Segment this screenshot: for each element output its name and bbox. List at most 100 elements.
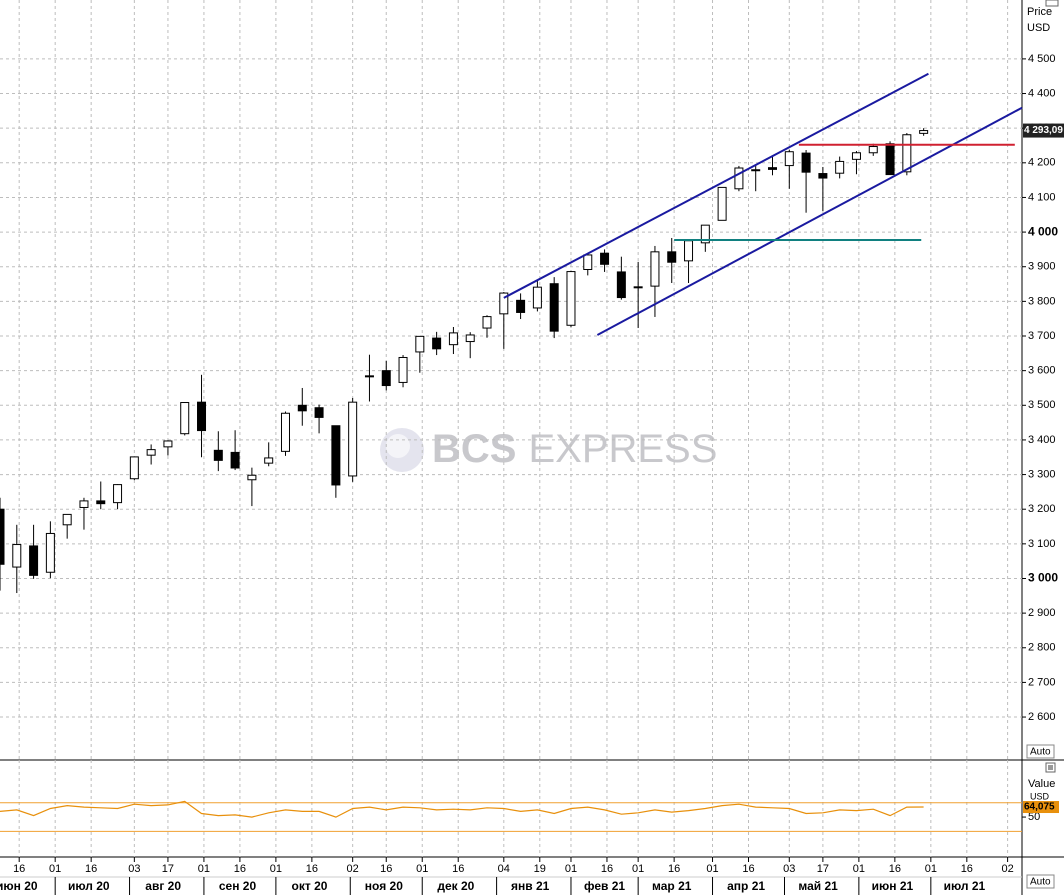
- candle-body: [717, 186, 727, 221]
- candle-body: [700, 224, 710, 244]
- month-label: авг 20: [145, 879, 181, 893]
- watermark-brand: BCS: [432, 427, 516, 471]
- candle-body: [364, 375, 374, 378]
- axis-title: Value: [1028, 778, 1055, 790]
- candle-body: [297, 404, 307, 412]
- candle-body: [633, 286, 643, 289]
- panel-button[interactable]: [1045, 0, 1059, 7]
- candle-body: [751, 169, 761, 172]
- x-tick-label: 17: [817, 863, 829, 875]
- month-label: апр 21: [727, 879, 765, 893]
- y-tick-label: 2 900: [1028, 607, 1056, 619]
- y-tick-label: 2 700: [1028, 676, 1056, 688]
- candle-body: [45, 532, 55, 573]
- x-tick-label: 01: [49, 863, 61, 875]
- month-label: янв 21: [511, 879, 550, 893]
- x-tick-label: 16: [306, 863, 318, 875]
- candle-body: [734, 167, 744, 190]
- x-tick-label: 02: [1001, 863, 1013, 875]
- scale-button[interactable]: [1026, 744, 1055, 759]
- month-label: май 21: [798, 879, 838, 893]
- candle-body: [230, 451, 240, 469]
- y-tick-label: 4 100: [1028, 191, 1056, 203]
- panel-button-icon: [1048, 765, 1053, 770]
- month-label: ноя 20: [365, 879, 403, 893]
- y-tick-label: 2 800: [1028, 642, 1056, 654]
- candle-body: [684, 240, 694, 262]
- candle-body: [516, 299, 526, 313]
- candle-body: [12, 544, 22, 568]
- scale-button[interactable]: [1026, 874, 1055, 889]
- candle-body: [113, 484, 123, 504]
- candle-body: [650, 251, 660, 287]
- month-label: июн 21: [872, 879, 914, 893]
- x-tick-label: 16: [668, 863, 680, 875]
- x-tick-label: 16: [742, 863, 754, 875]
- x-tick-label: 16: [85, 863, 97, 875]
- x-tick-label: 01: [706, 863, 718, 875]
- y-tick-label: 3 500: [1028, 399, 1056, 411]
- watermark-text: BCS EXPRESS: [432, 427, 717, 471]
- candle-body: [29, 545, 39, 576]
- candle-body: [835, 160, 845, 174]
- candle-body: [902, 134, 912, 173]
- candle-body: [146, 449, 156, 456]
- x-tick-label: 16: [601, 863, 613, 875]
- last-value-box: [1023, 801, 1059, 814]
- y-tick-label: 3 100: [1028, 538, 1056, 550]
- x-tick-label: 16: [961, 863, 973, 875]
- candle-body: [818, 173, 828, 179]
- last-price-label: 4 293,09: [1024, 125, 1063, 136]
- candle-body: [264, 457, 274, 464]
- candle-body: [398, 356, 408, 383]
- candle-body: [280, 412, 290, 452]
- x-tick-label: 01: [198, 863, 210, 875]
- x-tick-label: 16: [13, 863, 25, 875]
- y-tick-label: 4 200: [1028, 157, 1056, 169]
- x-tick-label: 19: [534, 863, 546, 875]
- candle-body: [448, 332, 458, 346]
- y-tick-label: 2 600: [1028, 711, 1056, 723]
- month-label: мар 21: [652, 879, 692, 893]
- x-tick-label: 16: [380, 863, 392, 875]
- candle-body: [247, 474, 257, 481]
- axis-title: Price: [1027, 6, 1052, 18]
- x-tick-label: 02: [347, 863, 359, 875]
- candle-body: [600, 252, 610, 265]
- x-tick-label: 16: [452, 863, 464, 875]
- candle-body: [767, 167, 777, 170]
- y-tick-label: 4 400: [1028, 87, 1056, 99]
- candle-body: [381, 370, 391, 387]
- month-label: июл 20: [68, 879, 110, 893]
- y-tick-label: 50: [1028, 811, 1040, 823]
- x-tick-label: 17: [162, 863, 174, 875]
- marks: [0, 72, 1023, 832]
- candle-body: [616, 271, 626, 299]
- y-tick-label: 3 700: [1028, 330, 1056, 342]
- candle-body: [667, 251, 677, 263]
- candle-body: [499, 292, 509, 315]
- x-tick-label: 01: [416, 863, 428, 875]
- x-tick-label: 16: [889, 863, 901, 875]
- scale-mode[interactable]: Auto: [1030, 877, 1051, 888]
- x-tick-label: 01: [925, 863, 937, 875]
- watermark-name: EXPRESS: [528, 427, 717, 471]
- candle-body: [129, 456, 139, 480]
- candle-body: [532, 286, 542, 309]
- candle-body: [432, 337, 442, 350]
- candle-body: [885, 143, 895, 176]
- candle-body: [919, 130, 929, 134]
- x-tick-label: 01: [565, 863, 577, 875]
- candle-body: [583, 254, 593, 270]
- y-tick-label: 3 600: [1028, 365, 1056, 377]
- scale-mode[interactable]: Auto: [1030, 747, 1051, 758]
- candle-body: [163, 440, 173, 448]
- trend-line: [503, 72, 929, 299]
- month-label: сен 20: [219, 879, 257, 893]
- x-tick-label: 16: [234, 863, 246, 875]
- candle-body: [851, 152, 861, 160]
- y-tick-label: 4 000: [1028, 224, 1058, 238]
- candle-body: [62, 513, 72, 526]
- month-label: июл 21: [944, 879, 986, 893]
